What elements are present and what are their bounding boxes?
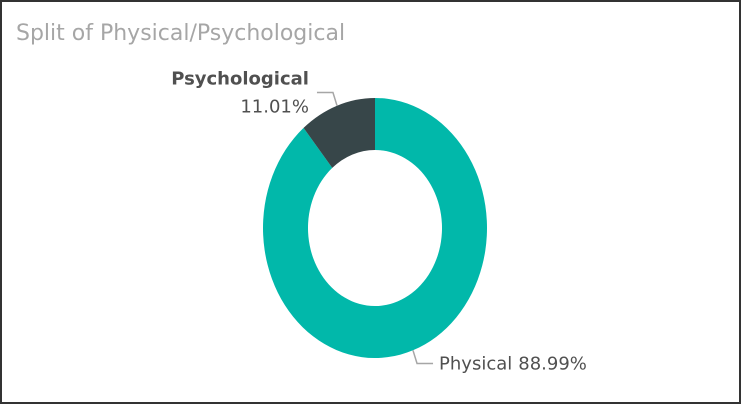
label-value: 11.01% — [240, 97, 309, 118]
leader-line — [316, 91, 338, 106]
chart-title: Split of Physical/Psychological — [16, 21, 345, 46]
donut-slice — [303, 98, 375, 168]
label-category: Physical — [439, 353, 512, 374]
leader-line — [412, 350, 434, 365]
label-value: 88.99% — [518, 353, 587, 374]
data-label: Physical 88.99% — [439, 353, 587, 374]
label-category: Psychological — [171, 69, 309, 90]
donut-slice — [263, 98, 487, 358]
